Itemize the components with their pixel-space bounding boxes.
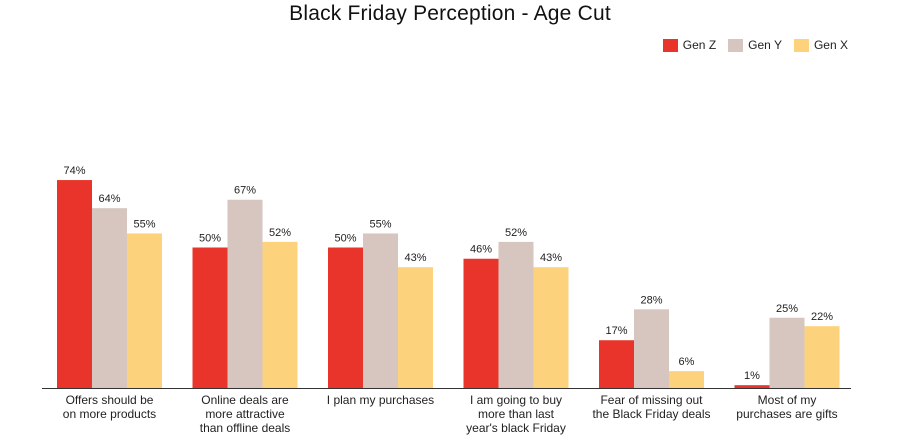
category-label-line: more than last <box>478 407 555 421</box>
legend-item-gen-y: Gen Y <box>728 38 782 52</box>
data-label: 55% <box>369 218 391 230</box>
bar-gen-y-4 <box>634 309 669 388</box>
legend-item-gen-z: Gen Z <box>662 38 717 52</box>
category-label-line: I am going to buy <box>470 393 562 407</box>
category-label-line: more attractive <box>205 407 285 421</box>
legend-swatch <box>728 38 744 52</box>
legend-item-gen-x: Gen X <box>793 38 848 52</box>
category-label-line: than offline deals <box>200 421 291 435</box>
category-label-line: Most of my <box>758 393 817 407</box>
bar-gen-x-1 <box>262 241 298 388</box>
category-label-line: Fear of missing out <box>600 393 703 407</box>
category-label: I plan my purchases <box>327 393 434 407</box>
legend-label: Gen X <box>813 38 848 52</box>
bar-gen-y-1 <box>227 199 263 388</box>
category-label: I am going to buy more than last year's bl… <box>466 393 566 435</box>
legend-label: Gen Y <box>748 38 782 52</box>
data-label: 64% <box>98 193 120 205</box>
data-label: 74% <box>63 165 85 177</box>
bar-gen-x-3 <box>533 267 569 388</box>
legend-label: Gen Z <box>682 38 717 52</box>
category-label-line: purchases are gifts <box>736 407 837 421</box>
bar-gen-y-3 <box>498 241 534 388</box>
bar-gen-y-2 <box>363 233 398 388</box>
category-label-line: I plan my purchases <box>327 393 434 407</box>
data-label: 22% <box>811 311 833 323</box>
legend: Gen Z Gen Y Gen X <box>662 38 848 52</box>
category-label-line: Online deals are <box>201 393 289 407</box>
bar-gen-z-3 <box>463 258 499 388</box>
bar-gen-z-0 <box>57 180 92 388</box>
data-label: 55% <box>133 218 155 230</box>
bar-gen-y-5 <box>769 317 805 388</box>
bar-gen-y-0 <box>92 208 127 388</box>
bar-gen-z-4 <box>599 340 634 388</box>
bar-gen-x-4 <box>669 371 704 388</box>
data-label: 50% <box>199 233 221 245</box>
category-label-line: Offers should be <box>66 393 154 407</box>
data-label: 67% <box>234 185 256 197</box>
data-label: 50% <box>334 233 356 245</box>
category-label: Most of my purchases are gifts <box>736 393 837 421</box>
category-label: Offers should be on more products <box>63 393 156 421</box>
category-label-line: on more products <box>63 407 156 421</box>
data-label: 28% <box>640 294 662 306</box>
category-label: Fear of missing out the Black Friday deal… <box>592 393 710 421</box>
category-label-line: year's black Friday <box>466 421 566 435</box>
legend-swatch <box>662 38 678 52</box>
category-label: Online deals are more attractive than offl… <box>200 393 291 435</box>
data-label: 1% <box>744 370 760 382</box>
bar-gen-z-5 <box>734 385 770 388</box>
legend-swatch <box>793 38 809 52</box>
chart-title: Black Friday Perception - Age Cut <box>289 2 611 25</box>
data-label: 6% <box>679 356 695 368</box>
category-label-line: the Black Friday deals <box>592 407 710 421</box>
data-label: 17% <box>605 325 627 337</box>
data-label: 52% <box>505 227 527 239</box>
data-label: 43% <box>404 252 426 264</box>
data-label: 25% <box>776 303 798 315</box>
bar-gen-x-2 <box>398 267 433 388</box>
bar-gen-x-5 <box>804 326 840 388</box>
bar-gen-z-2 <box>328 247 363 388</box>
bar-gen-z-1 <box>192 247 228 388</box>
data-label: 52% <box>269 227 291 239</box>
bar-gen-x-0 <box>127 233 162 388</box>
data-label: 46% <box>470 244 492 256</box>
data-label: 43% <box>540 252 562 264</box>
